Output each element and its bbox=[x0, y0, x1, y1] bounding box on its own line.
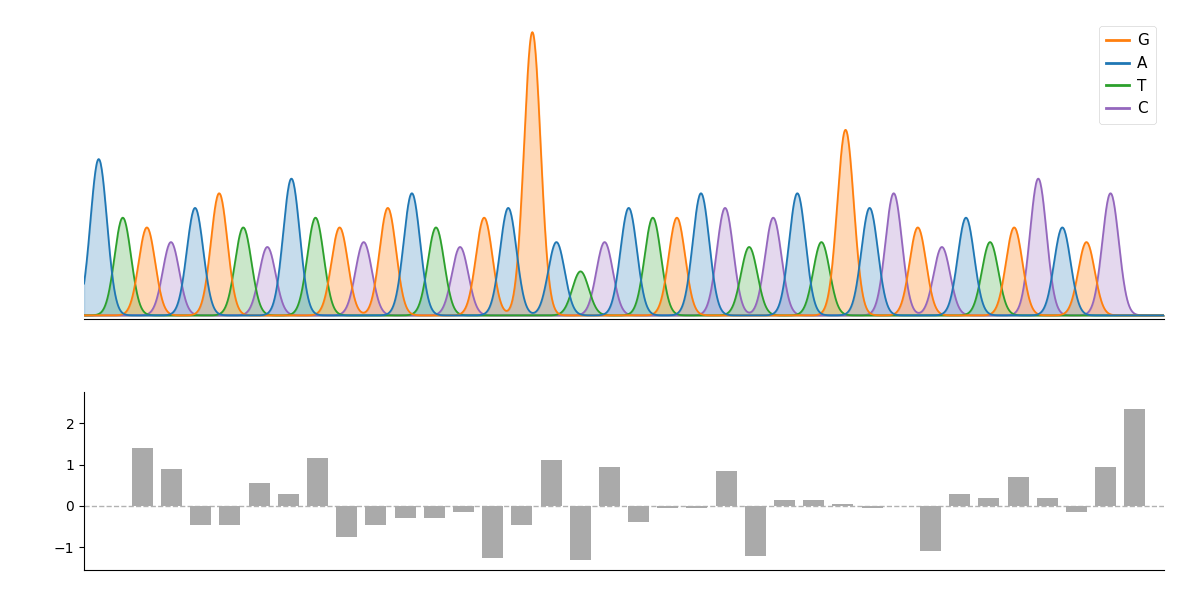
C bbox=[1126, 308, 1140, 316]
C bbox=[1157, 312, 1171, 319]
G bbox=[77, 312, 91, 319]
Bar bbox=[949, 494, 970, 506]
C bbox=[1031, 175, 1045, 182]
Bar bbox=[511, 506, 533, 524]
C bbox=[1126, 309, 1140, 316]
Line: A: A bbox=[84, 159, 1164, 316]
Bar bbox=[395, 506, 415, 518]
C bbox=[574, 311, 588, 318]
Bar bbox=[365, 506, 386, 524]
Line: C: C bbox=[84, 179, 1164, 316]
G bbox=[1127, 312, 1141, 319]
G bbox=[526, 29, 540, 36]
Bar bbox=[220, 506, 240, 524]
Bar bbox=[1124, 409, 1145, 506]
A bbox=[1126, 312, 1140, 319]
G bbox=[574, 312, 588, 319]
T bbox=[646, 214, 660, 221]
Bar bbox=[336, 506, 358, 537]
Bar bbox=[452, 506, 474, 512]
T bbox=[574, 268, 588, 275]
Legend: G, A, T, C: G, A, T, C bbox=[1099, 26, 1157, 124]
A bbox=[1126, 312, 1140, 319]
Bar bbox=[658, 506, 678, 508]
Bar bbox=[278, 494, 299, 506]
Bar bbox=[745, 506, 766, 556]
Bar bbox=[1096, 467, 1116, 506]
G bbox=[1126, 312, 1140, 319]
Bar bbox=[1008, 477, 1028, 506]
G bbox=[602, 312, 617, 319]
T bbox=[132, 298, 146, 305]
A bbox=[132, 312, 146, 319]
C bbox=[928, 266, 942, 274]
G bbox=[1157, 312, 1171, 319]
Bar bbox=[540, 460, 562, 506]
Bar bbox=[248, 483, 270, 506]
T bbox=[1126, 312, 1140, 319]
C bbox=[602, 249, 617, 256]
A bbox=[77, 280, 91, 287]
A bbox=[602, 304, 617, 311]
A bbox=[574, 311, 588, 318]
T bbox=[77, 312, 91, 319]
Bar bbox=[628, 506, 649, 523]
A bbox=[928, 311, 942, 319]
Bar bbox=[715, 471, 737, 506]
Bar bbox=[482, 506, 503, 557]
A bbox=[91, 155, 106, 163]
G bbox=[132, 256, 146, 263]
Bar bbox=[686, 506, 708, 508]
T bbox=[928, 312, 942, 319]
Bar bbox=[599, 467, 620, 506]
G bbox=[754, 312, 768, 319]
T bbox=[1157, 312, 1171, 319]
Bar bbox=[307, 458, 328, 506]
Bar bbox=[920, 506, 941, 551]
C bbox=[77, 312, 91, 319]
A bbox=[1157, 312, 1171, 319]
Bar bbox=[774, 500, 796, 506]
Bar bbox=[1066, 506, 1087, 512]
G bbox=[929, 303, 943, 310]
Bar bbox=[161, 469, 182, 506]
Bar bbox=[1037, 497, 1057, 506]
T bbox=[1126, 312, 1140, 319]
Bar bbox=[132, 448, 152, 506]
T bbox=[602, 311, 617, 319]
Line: G: G bbox=[84, 32, 1164, 316]
Bar bbox=[570, 506, 590, 560]
C bbox=[132, 311, 146, 319]
Line: T: T bbox=[84, 218, 1164, 316]
Bar bbox=[978, 497, 1000, 506]
Bar bbox=[803, 500, 824, 506]
Bar bbox=[191, 506, 211, 524]
Bar bbox=[862, 506, 883, 508]
Bar bbox=[424, 506, 445, 518]
Bar bbox=[833, 504, 853, 506]
